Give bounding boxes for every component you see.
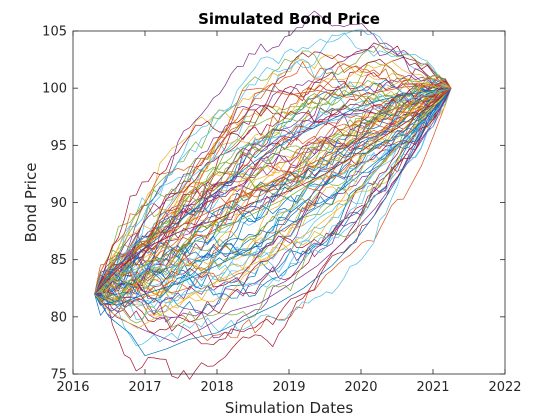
simulated-path-series: [94, 87, 452, 295]
simulated-path: [94, 87, 452, 304]
simulated-path: [94, 87, 452, 299]
simulated-path: [94, 87, 452, 295]
simulated-path: [94, 87, 452, 321]
simulated-path-series: [94, 87, 452, 306]
simulated-path: [94, 63, 452, 295]
x-tick-label: 2022: [488, 380, 521, 395]
x-tick-label: 2021: [416, 380, 449, 395]
simulated-path-series: [94, 88, 452, 343]
y-tick-label: 100: [42, 82, 67, 97]
simulated-path: [94, 68, 452, 295]
x-tick-label: 2020: [344, 380, 377, 395]
simulated-path: [94, 87, 452, 295]
simulated-path: [94, 87, 452, 319]
ticks-layer: 2016 2017 2018 2019 2020 2021 2022 75 80 85 90 95 10…: [42, 25, 521, 396]
x-tick-label: 2017: [128, 380, 161, 395]
simulated-path-series: [94, 84, 452, 295]
simulated-path-series: [94, 87, 452, 295]
simulated-path: [94, 88, 452, 314]
simulated-path: [94, 88, 452, 306]
simulated-path-series: [94, 87, 452, 295]
simulated-path: [94, 88, 452, 380]
simulated-path: [94, 88, 452, 308]
simulated-path: [94, 58, 452, 295]
simulated-path: [94, 88, 452, 295]
y-axis-label: Bond Price: [22, 163, 40, 243]
simulated-path-series: [94, 87, 452, 357]
simulated-path: [94, 74, 452, 295]
simulated-path: [94, 86, 452, 295]
simulated-path: [94, 87, 452, 309]
x-axis-label: Simulation Dates: [225, 399, 354, 417]
simulated-path: [94, 88, 452, 306]
simulated-path: [94, 79, 452, 295]
x-tick-label: 2018: [200, 380, 233, 395]
simulated-path: [94, 87, 452, 295]
simulated-path: [94, 87, 452, 346]
simulated-path: [94, 85, 452, 302]
simulated-path: [94, 88, 452, 341]
y-tick-label: 95: [50, 139, 67, 154]
simulated-path: [94, 44, 452, 295]
simulated-path: [94, 83, 452, 295]
simulated-path: [94, 88, 452, 334]
chart-title: Simulated Bond Price: [198, 10, 380, 28]
x-tick-label: 2019: [272, 380, 305, 395]
x-tick-label: 2016: [56, 380, 89, 395]
simulated-path: [94, 87, 452, 295]
simulated-path: [94, 88, 452, 306]
simulated-path-series: [94, 87, 452, 329]
simulated-path: [94, 87, 452, 295]
y-tick-label: 105: [42, 25, 67, 40]
simulated-path: [94, 87, 452, 295]
simulated-path: [94, 88, 452, 295]
y-tick-label: 75: [50, 368, 67, 383]
paths-layer: [94, 10, 452, 380]
simulated-path: [94, 60, 452, 295]
y-tick-label: 90: [50, 196, 67, 211]
simulated-path: [94, 10, 452, 295]
simulated-path: [94, 87, 452, 295]
simulated-path: [94, 87, 452, 299]
simulated-path: [94, 45, 452, 295]
simulated-path: [94, 87, 452, 296]
y-tick-label: 80: [50, 310, 67, 325]
simulated-path: [94, 87, 452, 310]
y-tick-label: 85: [50, 253, 67, 268]
simulated-path: [94, 87, 452, 295]
